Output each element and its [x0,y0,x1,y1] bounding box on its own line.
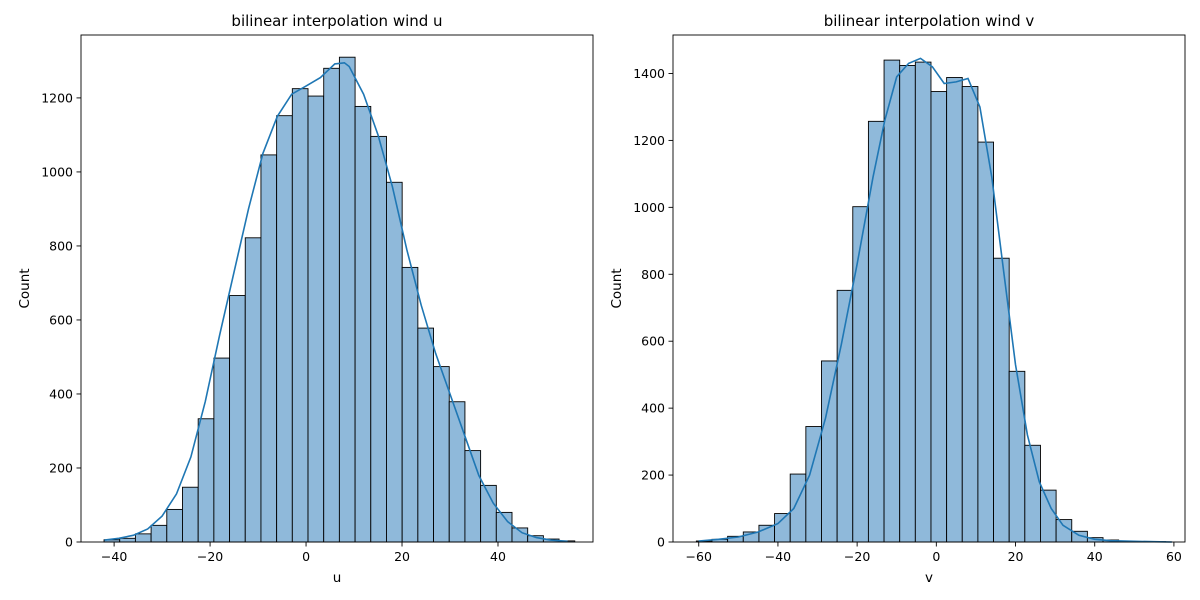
y-axis-ticks: 0 200 400 600 800 1000 1200 1400 [633,66,673,550]
histogram-bar [323,67,340,543]
histogram-bar [229,295,246,543]
histogram-bar [197,418,215,543]
histogram-bar [961,86,979,543]
kde-line [698,57,1172,543]
x-tick-label: 20 [394,549,410,564]
histogram-bar [789,473,807,543]
histogram-bar [433,366,450,543]
histogram-bar [448,401,466,543]
histogram-bar [291,88,309,543]
y-tick-label: 200 [641,468,665,483]
histogram-bars [103,56,576,543]
y-tick-label: 200 [49,460,73,475]
histogram-bar [150,524,168,543]
chart-wind-v: bilinear interpolation wind v v Count −6… [609,12,1186,586]
y-tick-label: 400 [49,386,73,401]
histogram-bar [354,105,372,543]
x-axis-label: u [333,570,342,586]
y-tick-label: 1000 [633,200,665,215]
histogram-bar [1055,519,1073,543]
y-axis-label: Count [609,268,625,308]
histogram-bar [307,95,325,543]
histogram-bar [244,237,262,543]
x-tick-label: 40 [1087,549,1103,564]
y-tick-label: 600 [49,312,73,327]
chart-wind-u: bilinear interpolation wind u u Count −4… [17,12,594,586]
histogram-bar [867,120,885,543]
histogram-bar [774,513,791,543]
x-tick-label: 40 [490,549,506,564]
y-tick-label: 0 [657,535,665,550]
chart-title: bilinear interpolation wind v [824,12,1035,30]
y-tick-label: 800 [641,267,665,282]
histogram-bar [899,65,916,543]
y-axis-ticks: 0 200 400 600 800 1000 1200 [41,90,81,550]
x-tick-label: −20 [197,549,223,564]
histogram-bar [166,508,183,543]
chart-title: bilinear interpolation wind u [231,12,442,30]
x-axis-label: v [925,570,933,586]
y-tick-label: 1000 [41,164,73,179]
histogram-bar [119,537,136,543]
histogram-bar [464,450,482,543]
plot-frame [80,34,594,543]
histogram-bar [852,206,869,543]
y-tick-label: 800 [49,238,73,253]
histogram-bar [1008,370,1026,543]
y-tick-label: 1200 [633,133,665,148]
x-tick-label: −20 [844,549,870,564]
x-tick-label: −40 [765,549,791,564]
histogram-bar [401,266,419,543]
x-tick-label: 0 [302,549,310,564]
histogram-bar [182,486,199,543]
histogram-bar [930,91,948,543]
y-tick-label: 600 [641,334,665,349]
x-tick-label: 60 [1166,549,1182,564]
x-tick-label: −40 [101,549,127,564]
histogram-bar [1040,489,1057,543]
histogram-bar [914,61,932,543]
x-tick-label: 20 [1008,549,1024,564]
histogram-bar [883,59,901,543]
x-axis-ticks: −60 −40 −20 0 20 40 60 [686,542,1182,564]
histogram-bar [977,141,994,543]
y-axis-label: Count [17,268,33,308]
y-tick-label: 1200 [41,90,73,105]
histogram-bars [695,59,1167,543]
histogram-bar [134,533,152,543]
histogram-bar [821,360,838,543]
histogram-bar [213,357,231,543]
histogram-bar [946,77,963,543]
y-tick-label: 1400 [633,66,665,81]
histogram-bar [1024,444,1041,543]
plot-frame [672,34,1186,543]
histogram-bar [260,154,278,543]
kde-line [104,61,568,543]
histogram-bar [338,56,356,543]
histogram-bar [370,135,387,543]
histogram-bar [386,181,403,543]
x-axis-ticks: −40 −20 0 20 40 [101,542,506,564]
histogram-bar [276,115,293,543]
histogram-bar [417,327,434,543]
y-tick-label: 0 [65,535,73,550]
x-tick-label: 0 [932,549,940,564]
y-tick-label: 400 [641,401,665,416]
x-tick-label: −60 [686,549,712,564]
